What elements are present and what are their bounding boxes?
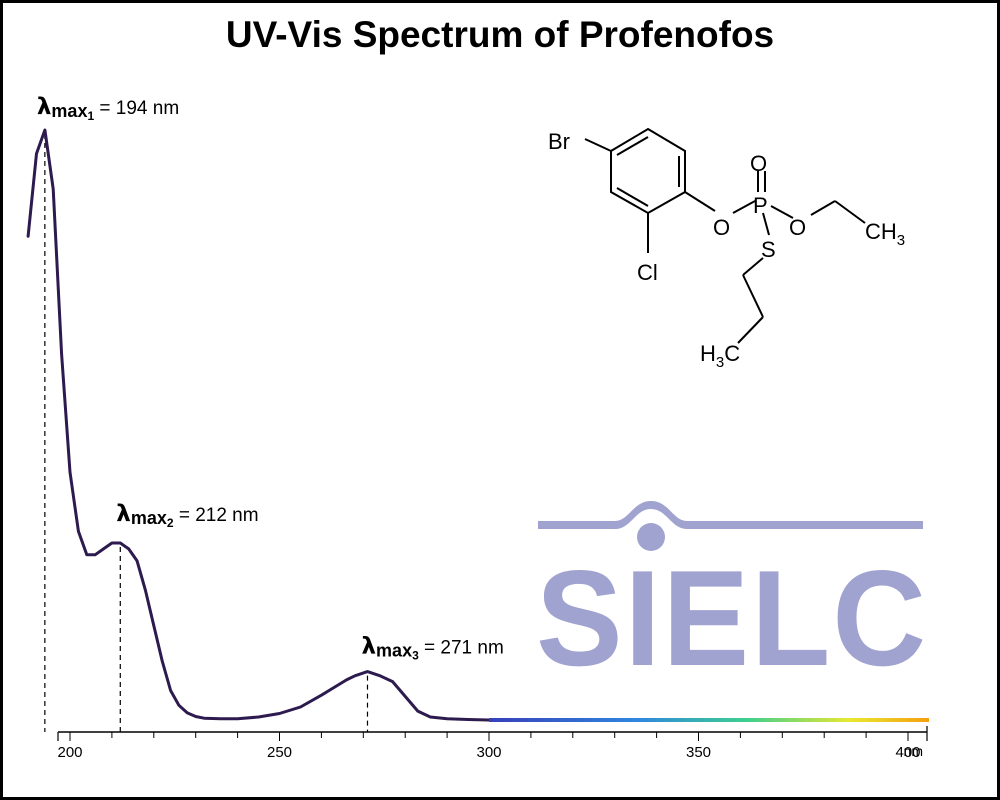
x-tick-label: 250 bbox=[267, 744, 292, 761]
peak-labels: λmax1 = 194 nm λmax2 = 212 nm λmax3 = 271 … bbox=[37, 94, 504, 663]
atom-br: Br bbox=[548, 129, 570, 154]
x-tick-label: 200 bbox=[57, 744, 82, 761]
x-tick-label: 350 bbox=[686, 744, 711, 761]
atom-s: S bbox=[761, 237, 776, 262]
atom-o-right: O bbox=[789, 215, 806, 240]
atom-o-left: O bbox=[713, 215, 730, 240]
chart: UV-Vis Spectrum of Profenofos SIELC bbox=[26, 14, 929, 761]
molecule-atoms: Br Cl O P O O S CH3 H3C bbox=[548, 129, 905, 371]
peak-label-1: λmax1 = 194 nm bbox=[37, 94, 179, 123]
peak-label-2: λmax2 = 212 nm bbox=[116, 501, 258, 530]
group-ch3: CH3 bbox=[865, 219, 905, 249]
sielc-logo: SIELC bbox=[536, 501, 928, 694]
logo-text: SIELC bbox=[536, 542, 928, 694]
x-tick-label: 400 bbox=[895, 744, 920, 761]
spectrum-line bbox=[26, 128, 491, 722]
group-h3c: H3C bbox=[700, 341, 740, 371]
atom-o-double: O bbox=[750, 151, 767, 176]
peak-markers bbox=[44, 134, 369, 732]
molecule-structure bbox=[584, 127, 866, 344]
chart-title: UV-Vis Spectrum of Profenofos bbox=[226, 14, 774, 55]
series-layer bbox=[26, 128, 929, 722]
x-axis: 200250300350400450500550nm bbox=[57, 726, 928, 761]
atom-cl: Cl bbox=[637, 260, 658, 285]
peak-label-3: λmax3 = 271 nm bbox=[361, 634, 503, 663]
atom-p: P bbox=[753, 193, 768, 218]
x-tick-label: 300 bbox=[476, 744, 501, 761]
x-unit-label: nm bbox=[904, 743, 923, 759]
